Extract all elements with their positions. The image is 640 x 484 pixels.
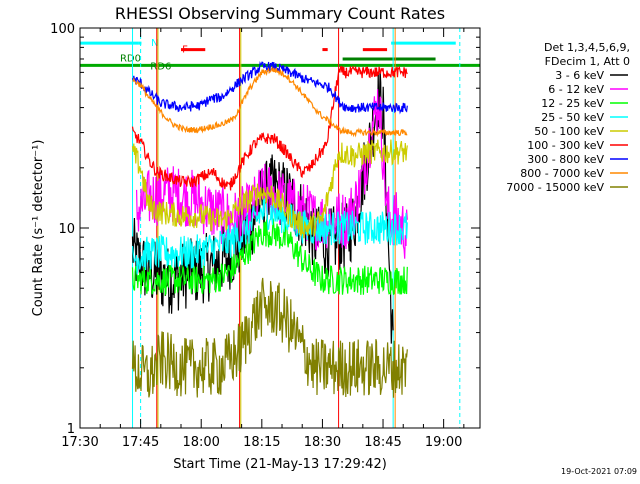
annotation-2: RD0	[120, 54, 141, 65]
x-tick-label-4: 18:30	[304, 435, 341, 450]
series-line-6	[131, 61, 408, 115]
legend-header-0: Det 1,3,4,5,6,9,	[544, 41, 630, 54]
series-line-7	[132, 65, 408, 138]
legend-label-0: 3 - 6 keV	[555, 69, 604, 82]
legend-header-1: FDecim 1, Att 0	[545, 55, 630, 68]
legend-label-8: 7000 - 15000 keV	[506, 181, 604, 194]
legend-label-7: 800 - 7000 keV	[520, 167, 604, 180]
y-tick-label-0: 1	[67, 422, 75, 437]
legend-label-4: 50 - 100 keV	[534, 125, 604, 138]
legend-label-1: 6 - 12 keV	[548, 83, 604, 96]
series-line-5	[131, 65, 408, 191]
series-line-2	[131, 218, 408, 297]
x-tick-label-0: 17:30	[61, 435, 98, 450]
legend-label-5: 100 - 300 keV	[527, 139, 604, 152]
y-tick-label-1: 10	[58, 222, 75, 237]
x-tick-label-6: 19:00	[425, 435, 462, 450]
x-tick-label-1: 17:45	[122, 435, 159, 450]
series-line-3	[131, 198, 408, 275]
annotation-0: N	[151, 38, 158, 49]
x-tick-label-5: 18:45	[364, 435, 401, 450]
footer-date: 19-Oct-2021 07:09	[561, 467, 637, 476]
series-line-4	[131, 139, 408, 239]
legend-label-3: 25 - 50 keV	[541, 111, 604, 124]
annotation-1: F	[182, 44, 188, 55]
chart-title: RHESSI Observing Summary Count Rates	[115, 4, 445, 23]
legend-label-6: 300 - 800 keV	[527, 153, 604, 166]
legend: Det 1,3,4,5,6,9,FDecim 1, Att 03 - 6 keV…	[506, 41, 630, 194]
legend-label-2: 12 - 25 keV	[541, 97, 604, 110]
plot-area: N F RD0 RD6	[80, 28, 480, 428]
y-tick-label-2: 100	[50, 22, 75, 37]
x-axis-label: Start Time (21-May-13 17:29:42)	[173, 457, 387, 472]
annotation-3: RD6	[150, 61, 171, 72]
series-line-8	[131, 277, 408, 398]
y-axis-label: Count Rate (s⁻¹ detector⁻¹)	[31, 140, 46, 317]
axes: 17:30 17:45 18:00 18:15 18:30 18:45 19:00 1 10 10…	[50, 22, 480, 450]
x-tick-label-2: 18:00	[182, 435, 219, 450]
x-tick-label-3: 18:15	[243, 435, 280, 450]
